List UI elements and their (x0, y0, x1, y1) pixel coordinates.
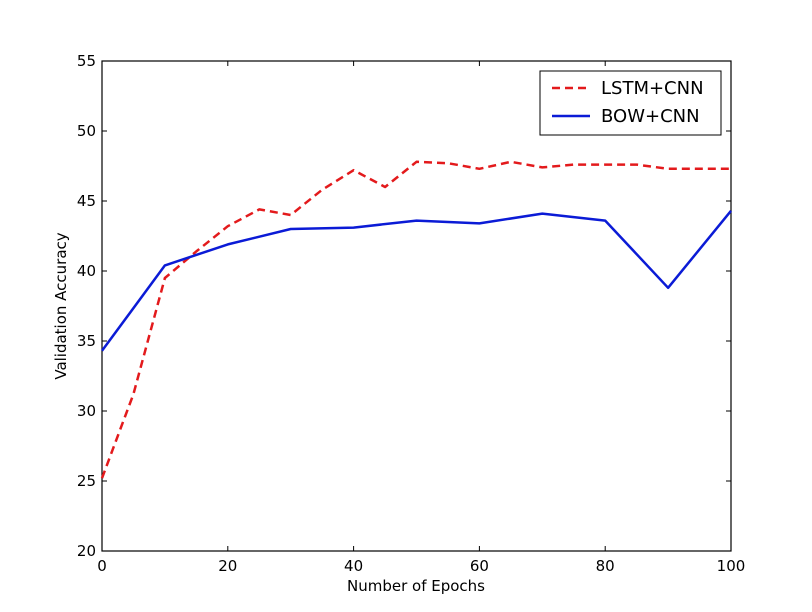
y-tick-label: 45 (77, 192, 96, 210)
y-tick-label: 35 (77, 332, 96, 350)
y-tick-label: 30 (77, 402, 96, 420)
x-tick-label: 40 (344, 557, 363, 575)
plot-frame (101, 60, 732, 552)
x-tick-label: 80 (596, 557, 615, 575)
x-tick-label: 20 (218, 557, 237, 575)
y-tick-label: 55 (77, 52, 96, 70)
y-tick-label: 25 (77, 472, 96, 490)
y-tick-label: 40 (77, 262, 96, 280)
legend-label-bow-cnn: BOW+CNN (601, 106, 700, 127)
legend-box (539, 70, 722, 136)
x-tick-label: 60 (470, 557, 489, 575)
y-axis-label: Validation Accuracy (52, 232, 70, 379)
series-line-lstm-cnn (100, 160, 731, 479)
x-tick-label: 100 (717, 557, 746, 575)
legend: LSTM+CNN BOW+CNN (539, 70, 722, 136)
x-axis-label: Number of Epochs (347, 577, 485, 595)
y-tick-label: 20 (77, 542, 96, 560)
legend-label-lstm-cnn: LSTM+CNN (601, 78, 704, 99)
x-tick-label: 0 (97, 557, 107, 575)
y-tick-label: 50 (77, 122, 96, 140)
series-line-bow-cnn (100, 210, 732, 352)
series-group (100, 160, 732, 479)
